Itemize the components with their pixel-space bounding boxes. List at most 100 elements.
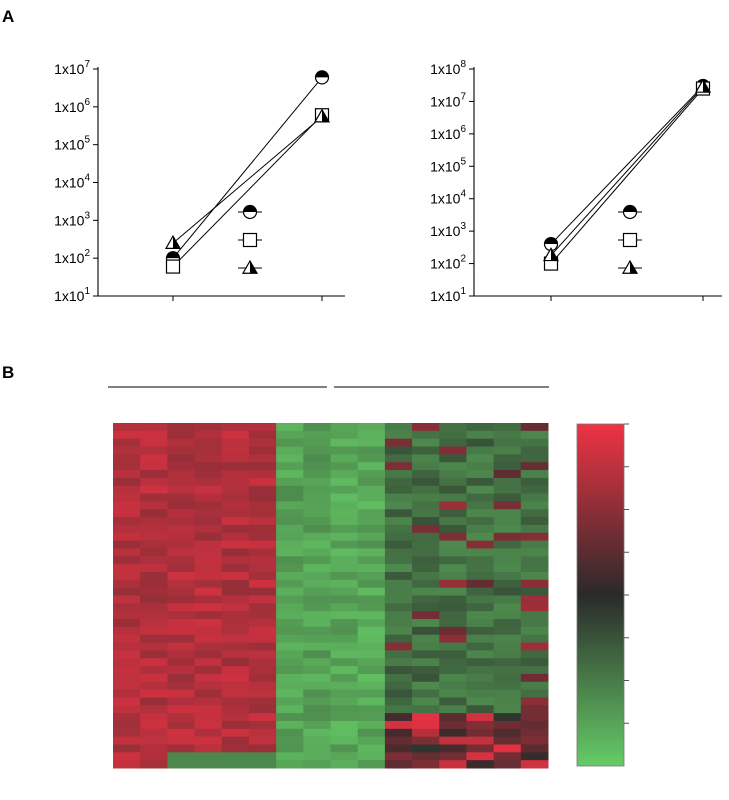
heatmap-cell xyxy=(384,493,413,502)
heatmap-cell xyxy=(412,673,440,683)
heatmap-cell xyxy=(140,438,168,448)
heatmap-cell xyxy=(140,501,168,510)
heatmap-cell xyxy=(439,540,467,549)
heatmap-cell xyxy=(466,548,495,557)
heatmap-cell xyxy=(412,634,440,644)
heatmap-cell xyxy=(303,744,331,753)
heatmap-cell xyxy=(167,493,196,502)
heatmap-cell xyxy=(167,642,196,651)
heatmap-cell xyxy=(412,454,440,463)
heatmap-cell xyxy=(276,556,304,565)
heatmap-cell xyxy=(466,423,495,432)
heatmap-cell xyxy=(303,501,331,510)
heatmap-cell xyxy=(140,587,168,596)
heatmap-cell xyxy=(520,438,549,448)
heatmap-cell xyxy=(303,556,331,565)
heatmap-cell xyxy=(113,642,141,651)
heatmap-cell xyxy=(520,485,549,495)
heatmap-cell xyxy=(439,509,467,518)
heatmap-cell xyxy=(167,666,196,675)
heatmap-cell xyxy=(493,705,522,714)
heatmap-cell xyxy=(412,752,440,761)
heatmap-cell xyxy=(439,619,467,628)
heatmap-cell xyxy=(493,501,522,510)
heatmap-cell xyxy=(167,548,196,557)
heatmap-cell xyxy=(221,705,250,714)
heatmap-cell xyxy=(276,493,304,502)
heatmap-cell xyxy=(493,744,522,753)
heatmap-cell xyxy=(303,689,331,698)
heatmap-cell xyxy=(248,736,277,745)
heatmap-cell xyxy=(520,658,549,667)
heatmap-cell xyxy=(330,564,359,573)
heatmap-cell xyxy=(493,446,522,455)
heatmap-panel xyxy=(108,386,629,769)
heatmap-cell xyxy=(113,681,141,691)
heatmap-cell xyxy=(167,540,196,549)
heatmap-cell xyxy=(357,720,386,730)
heatmap-cell xyxy=(194,697,223,706)
heatmap-cell xyxy=(113,689,141,698)
heatmap-cell xyxy=(493,571,522,581)
heatmap-cell xyxy=(140,532,168,542)
heatmap-cell xyxy=(276,619,304,628)
y-tick-label: 1x105 xyxy=(430,156,466,174)
heatmap-cell xyxy=(466,509,495,518)
heatmap-cell xyxy=(303,423,331,432)
heatmap-cell xyxy=(384,642,413,651)
heatmap-cell xyxy=(276,595,304,604)
heatmap-cell xyxy=(357,697,386,706)
heatmap-cell xyxy=(276,697,304,706)
heatmap-cell xyxy=(167,532,196,542)
heatmap-cell xyxy=(412,760,440,769)
heatmap-cell xyxy=(140,626,168,636)
heatmap-cell xyxy=(330,658,359,667)
heatmap-cell xyxy=(384,681,413,691)
heatmap-cell xyxy=(412,548,440,557)
heatmap-cell xyxy=(330,595,359,604)
heatmap-cell xyxy=(357,626,386,636)
heatmap-cell xyxy=(466,556,495,565)
heatmap-cell xyxy=(520,611,549,620)
heatmap-cell xyxy=(466,673,495,683)
series-line-1 xyxy=(172,114,323,267)
heatmap-cell xyxy=(221,626,250,636)
heatmap-cell xyxy=(466,446,495,455)
heatmap-cell xyxy=(167,462,196,471)
heatmap-cell xyxy=(520,713,549,722)
heatmap-cell xyxy=(520,462,549,471)
heatmap-cell xyxy=(330,571,359,581)
heatmap-cell xyxy=(466,650,495,659)
heatmap-cell xyxy=(248,556,277,565)
heatmap-cell xyxy=(194,650,223,659)
heatmap-cell xyxy=(140,760,168,769)
heatmap-cell xyxy=(439,689,467,698)
heatmap-cell xyxy=(493,666,522,675)
legend-marker xyxy=(242,232,258,248)
heatmap-cell xyxy=(357,619,386,628)
heatmap-cell xyxy=(357,713,386,722)
heatmap-cell xyxy=(221,681,250,691)
heatmap-cell xyxy=(221,501,250,510)
heatmap-cell xyxy=(140,423,168,432)
heatmap-cell xyxy=(140,485,168,495)
heatmap-cell xyxy=(276,603,304,612)
heatmap-cell xyxy=(439,454,467,463)
heatmap-cell xyxy=(276,423,304,432)
heatmap-cell xyxy=(167,423,196,432)
heatmap-cell xyxy=(194,728,223,738)
heatmap-cell xyxy=(330,423,359,432)
heatmap-cell xyxy=(439,626,467,636)
heatmap-cell xyxy=(303,524,331,534)
heatmap-cell xyxy=(140,595,168,604)
heatmap-cell xyxy=(493,673,522,683)
heatmap-cell xyxy=(113,713,141,722)
heatmap-cell xyxy=(357,540,386,549)
heatmap-cell xyxy=(303,477,331,487)
heatmap-cell xyxy=(330,579,359,589)
heatmap-cell xyxy=(167,760,196,769)
heatmap-cell xyxy=(303,642,331,651)
heatmap-cell xyxy=(520,744,549,753)
heatmap-cell xyxy=(248,650,277,659)
heatmap-cell xyxy=(221,548,250,557)
